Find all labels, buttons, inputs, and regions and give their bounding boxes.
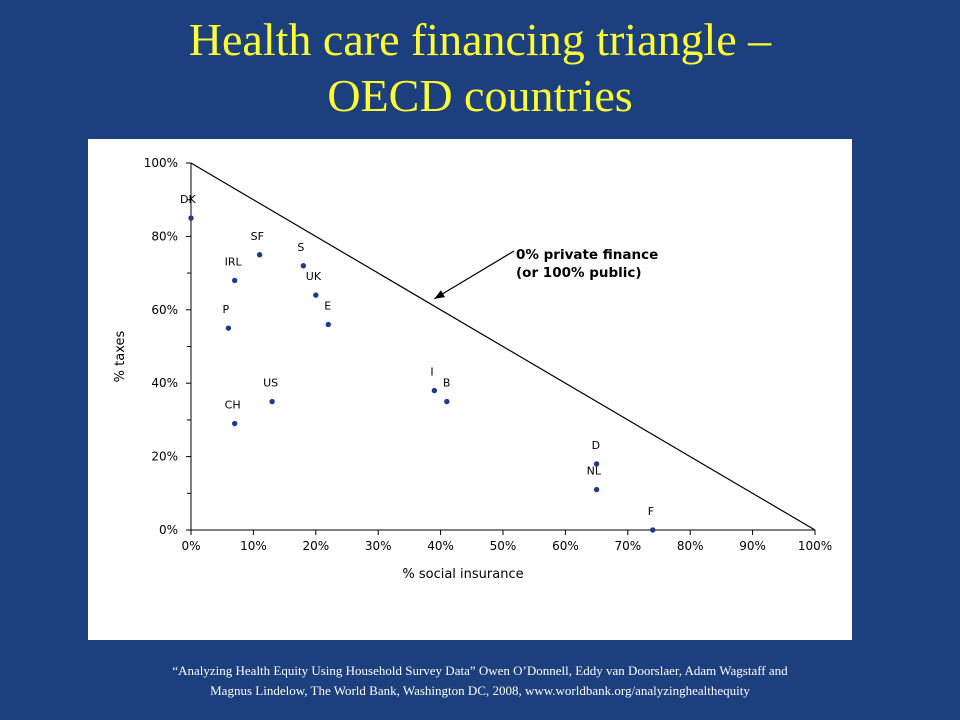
data-point-i: [431, 387, 438, 394]
data-point-uk: [313, 292, 319, 298]
x-tick-label: 20%: [302, 539, 329, 553]
x-tick-label: 70%: [614, 539, 641, 553]
annotation: 0% private finance (or 100% public): [434, 247, 658, 300]
x-tick-label: 10%: [240, 539, 267, 553]
y-tick-label: 60%: [151, 303, 178, 317]
data-point-p: [225, 325, 232, 331]
data-point-d: [593, 461, 600, 467]
x-axis-title: % social insurance: [402, 567, 523, 582]
data-points: DK SF IRL S UK E P US CH IB D NL F: [180, 193, 656, 533]
annotation-line2: (or 100% public): [516, 265, 642, 281]
point-label-dk: DK: [180, 193, 196, 206]
x-tick-label: 0%: [181, 539, 200, 553]
x-tick-label: 30%: [365, 539, 392, 553]
slide-title-line1: Health care financing triangle –: [188, 14, 772, 65]
chart-panel: 0% 10% 20% 30% 40% 50% 60% 70% 80% 90% 100% 0% 20% 40…: [88, 139, 852, 640]
data-point-dk: [188, 215, 194, 221]
data-point-irl: [231, 277, 238, 284]
boundary-line: [190, 162, 816, 531]
point-label-p: P: [222, 303, 229, 316]
point-label-f: F: [648, 505, 654, 518]
x-tick-label: 100%: [798, 539, 832, 553]
caption-line2: Magnus Lindelow, The World Bank, Washing…: [210, 683, 750, 698]
point-label-e: E: [324, 299, 331, 312]
data-point-us: [269, 398, 275, 405]
data-point-s: [300, 263, 307, 269]
point-label-irl: IRL: [225, 255, 243, 268]
y-tick-label: 40%: [151, 376, 178, 390]
x-tick-label: 50%: [490, 539, 517, 553]
point-label-sf: SF: [251, 230, 264, 243]
data-point-ch: [231, 420, 238, 427]
y-tick-label: 100%: [144, 156, 178, 170]
point-label-us: US: [263, 377, 278, 390]
x-tick-label: 80%: [677, 539, 704, 553]
point-label-b: B: [443, 377, 451, 390]
point-label-s: S: [297, 241, 304, 254]
point-label-d: D: [592, 439, 600, 452]
data-point-e: [325, 321, 331, 328]
annotation-arrowhead: [434, 290, 445, 299]
point-label-i: I: [430, 366, 433, 379]
annotation-line1: 0% private finance: [516, 247, 658, 263]
scatter-chart: 0% 10% 20% 30% 40% 50% 60% 70% 80% 90% 100% 0% 20% 40…: [113, 156, 832, 582]
annotation-arrow: [434, 250, 515, 300]
y-axis-title: % taxes: [113, 330, 128, 382]
point-label-uk: UK: [306, 270, 322, 283]
caption-line1: “Analyzing Health Equity Using Household…: [172, 663, 788, 678]
slide-title-line2: OECD countries: [327, 70, 633, 121]
point-label-nl: NL: [587, 465, 602, 478]
y-tick-label: 0%: [159, 523, 178, 537]
data-point-sf: [256, 252, 263, 258]
y-tick-label: 20%: [151, 450, 178, 464]
chart-axes: 0% 10% 20% 30% 40% 50% 60% 70% 80% 90% 100% 0% 20% 40…: [144, 156, 832, 553]
x-tick-label: 90%: [739, 539, 766, 553]
data-point-f: [650, 527, 656, 533]
data-point-b: [444, 398, 450, 405]
point-label-ch: CH: [225, 399, 241, 412]
x-tick-label: 60%: [552, 539, 579, 553]
y-tick-label: 80%: [151, 229, 178, 243]
source-caption: “Analyzing Health Equity Using Household…: [40, 661, 920, 701]
slide-title: Health care financing triangle – OECD co…: [0, 12, 960, 124]
x-tick-label: 40%: [427, 539, 454, 553]
data-point-nl: [593, 486, 600, 493]
